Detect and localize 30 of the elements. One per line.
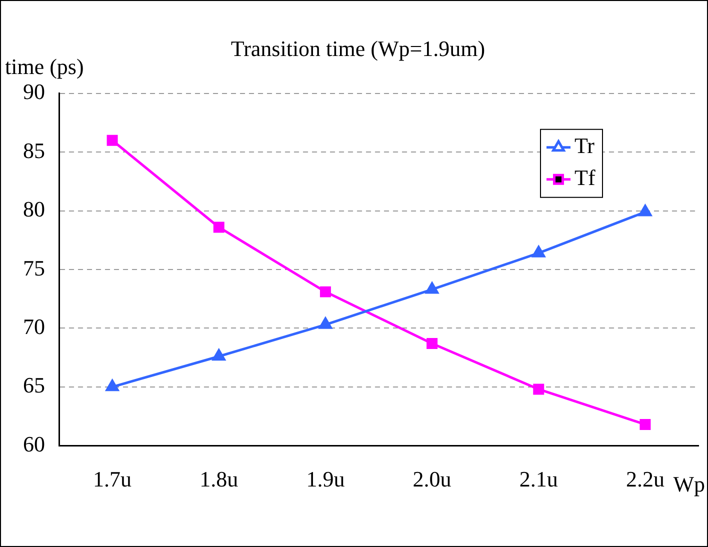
y-tick-label: 85 <box>23 138 45 163</box>
point <box>640 418 651 430</box>
y-tick-label: 80 <box>23 196 45 222</box>
chart-title: Transition time (Wp=1.9um) <box>230 36 486 61</box>
x-tick-label: 1.8u <box>200 466 238 492</box>
y-tick-label: 75 <box>23 255 45 280</box>
x-tick-label: 1.7u <box>93 466 132 492</box>
point <box>426 338 438 349</box>
y-tick-label: 60 <box>23 431 45 456</box>
point <box>213 222 224 233</box>
point <box>532 246 546 258</box>
point <box>106 134 118 146</box>
legend-label: Tr <box>574 133 596 158</box>
point <box>533 384 544 395</box>
point <box>638 204 652 216</box>
x-tick-label: 2.0u <box>412 466 452 492</box>
point <box>319 317 332 329</box>
point <box>106 380 119 392</box>
x-tick-label: 2.2u <box>626 466 664 492</box>
point <box>212 349 226 361</box>
x-tick-label: 1.9u <box>306 466 345 492</box>
legend-label: Tf <box>574 165 596 190</box>
y-axis-title: time (ps) <box>5 54 84 80</box>
point <box>320 286 331 298</box>
point <box>426 282 438 294</box>
x-tick-label: 2.1u <box>519 466 558 492</box>
y-tick-label: 70 <box>23 314 45 339</box>
y-tick-label: 65 <box>23 372 45 398</box>
x-axis-title: Wp <box>673 471 705 496</box>
y-tick-label: 90 <box>23 79 45 104</box>
